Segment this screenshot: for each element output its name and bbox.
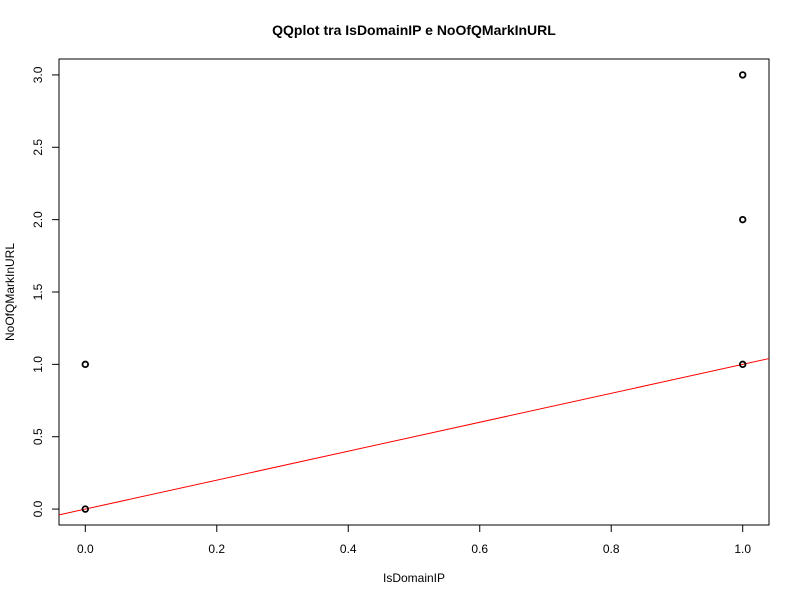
x-tick-label: 0.2 [208,542,225,556]
plot-area-frame [58,58,770,526]
y-tick-label: 2.0 [31,211,45,228]
y-axis-label: NoOfQMarkInURL [3,243,17,341]
x-tick-label: 0.4 [340,542,357,556]
x-tick-label: 1.0 [734,542,751,556]
reference-line [58,358,770,516]
data-point [81,505,89,513]
y-tick-label: 1.5 [31,283,45,300]
chart-title: QQplot tra IsDomainIP e NoOfQMarkInURL [272,22,556,38]
y-tick-label: 0.0 [31,500,45,517]
y-tick-label: 3.0 [31,66,45,83]
data-point [739,360,747,369]
x-axis: 0.0 0.2 0.4 0.6 0.8 1.0 [77,524,751,556]
data-point [81,360,89,369]
x-axis-label: IsDomainIP [383,571,445,585]
y-tick-label: 1.0 [31,356,45,373]
reference-line-layer [58,358,770,516]
y-axis: 0.0 0.5 1.0 1.5 2.0 2.5 3.0 [31,66,60,517]
data-point [739,71,747,79]
x-tick-label: 0.8 [603,542,620,556]
y-tick-label: 2.5 [31,139,45,156]
points-layer [81,71,747,513]
data-point [739,215,747,224]
y-tick-label: 0.5 [31,428,45,445]
x-tick-label: 0.0 [77,542,94,556]
x-tick-label: 0.6 [471,542,488,556]
